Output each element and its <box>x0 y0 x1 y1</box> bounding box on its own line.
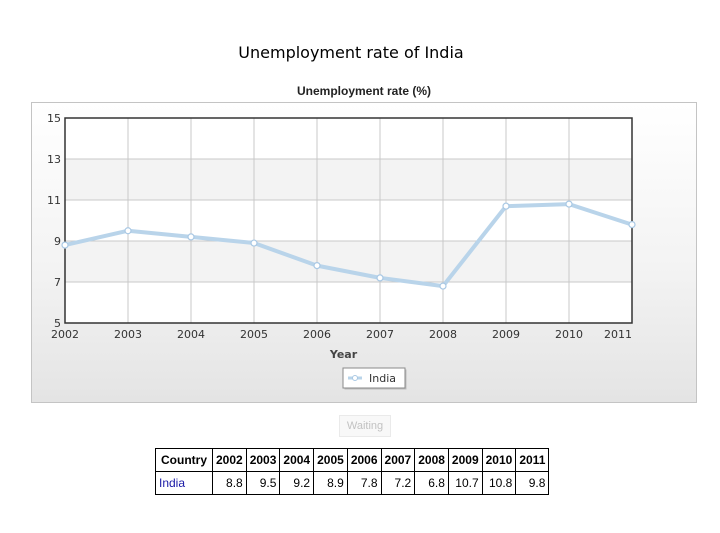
data-point <box>61 241 69 249</box>
chart-title: Unemployment rate (%) <box>296 84 432 98</box>
legend-box <box>342 367 406 389</box>
x-axis-label: Year <box>329 348 358 361</box>
table-row: India 8.8 9.5 9.2 8.9 7.8 7.2 6.8 10.7 1… <box>155 471 550 495</box>
table-cell: 9.8 <box>515 471 550 495</box>
legend-label: India <box>369 372 396 385</box>
plot-frame <box>64 117 633 324</box>
data-point <box>502 202 510 210</box>
y-tick-label: 15 <box>47 112 61 125</box>
table-header-year: 2008 <box>414 448 449 472</box>
table-header-row: Country 2002 2003 2004 2005 2006 2007 20… <box>155 448 550 472</box>
table-header-year: 2004 <box>279 448 315 472</box>
y-tick-label: 11 <box>47 194 61 207</box>
data-point <box>250 239 258 247</box>
table-cell: 9.2 <box>279 471 315 495</box>
x-tick-label: 2004 <box>177 328 205 341</box>
table-cell: 7.2 <box>380 471 416 495</box>
y-tick-label: 5 <box>54 317 61 330</box>
x-tick-label: 2009 <box>492 328 520 341</box>
table-cell: 10.7 <box>447 471 483 495</box>
plot-band <box>65 282 632 323</box>
x-tick-label: 2002 <box>51 328 79 341</box>
table-header-country: Country <box>155 448 213 472</box>
plot-band <box>65 118 632 159</box>
y-tick-label: 9 <box>54 235 61 248</box>
x-tick-label: 2011 <box>604 328 632 341</box>
x-tick-label: 2005 <box>240 328 268 341</box>
x-tick-label: 2007 <box>366 328 394 341</box>
y-tick-label: 7 <box>54 276 61 289</box>
table-header-year: 2009 <box>447 448 483 472</box>
legend-marker-icon <box>352 375 358 381</box>
table-cell: 6.8 <box>414 471 449 495</box>
data-point <box>628 221 636 229</box>
table-header-year: 2002 <box>212 448 247 472</box>
data-point <box>376 274 384 282</box>
plot-band <box>65 159 632 200</box>
table-cell: 8.8 <box>212 471 247 495</box>
x-tick-label: 2010 <box>555 328 583 341</box>
table-cell: 8.9 <box>313 471 348 495</box>
series-line-india <box>64 202 633 289</box>
table-cell: 7.8 <box>346 471 382 495</box>
x-tick-label: 2008 <box>429 328 457 341</box>
table-cell: 9.5 <box>245 471 281 495</box>
x-tick-label: 2006 <box>303 328 331 341</box>
x-tick-label: 2003 <box>114 328 142 341</box>
table-header-year: 2010 <box>481 448 517 472</box>
data-table: Country 2002 2003 2004 2005 2006 2007 20… <box>155 448 550 495</box>
data-point <box>565 200 573 208</box>
waiting-button[interactable]: Waiting <box>339 415 391 437</box>
country-link[interactable]: India <box>155 471 213 495</box>
data-point <box>439 282 447 290</box>
table-header-year: 2007 <box>380 448 416 472</box>
table-header-year: 2006 <box>346 448 382 472</box>
table-header-year: 2003 <box>245 448 281 472</box>
plot-band <box>65 241 632 282</box>
data-point <box>313 262 321 270</box>
table-cell: 10.8 <box>481 471 517 495</box>
page-title: Unemployment rate of India <box>238 43 464 62</box>
table-header-year: 2005 <box>313 448 348 472</box>
data-point <box>124 227 132 235</box>
y-tick-label: 13 <box>47 153 61 166</box>
table-header-year: 2011 <box>515 448 550 472</box>
data-point <box>187 233 195 241</box>
